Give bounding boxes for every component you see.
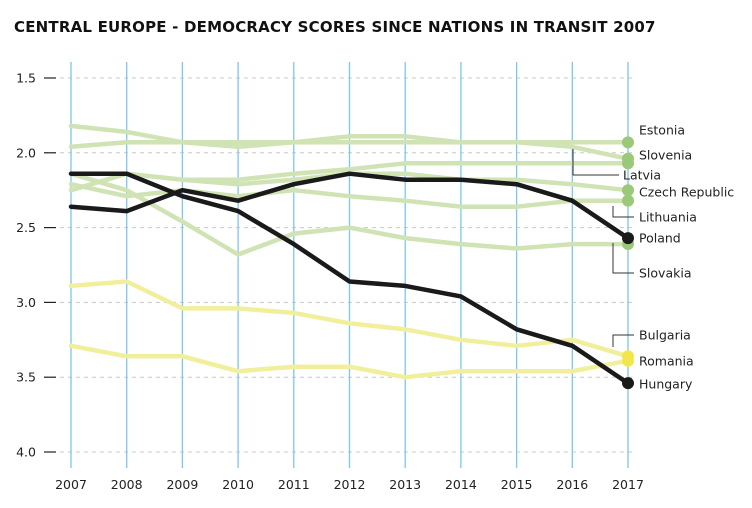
x-axis-tick-labels: 2007 2008 2009 2010 2011 2012 2013 2014 2015 2016… [55, 477, 644, 492]
x-tick-label: 2014 [445, 477, 477, 492]
x-tick-label: 2008 [111, 477, 143, 492]
series-line-hungary [68, 171, 631, 386]
series-label-lithuania: Lithuania [639, 210, 697, 225]
x-tick-label: 2007 [55, 477, 87, 492]
x-tick-label: 2010 [222, 477, 254, 492]
series-labels: Estonia Slovenia Latvia Czech Republic Lithu… [623, 123, 734, 392]
series-line-slovakia [68, 171, 631, 257]
x-tick-label: 2011 [278, 477, 310, 492]
end-marker-poland [622, 232, 634, 245]
series-label-slovenia: Slovenia [639, 148, 692, 163]
series-line-lithuania [68, 181, 631, 209]
y-tick-label: 2.5 [16, 220, 36, 235]
x-tick-label: 2016 [556, 477, 588, 492]
vertical-gridlines [70, 62, 629, 468]
series-label-czech-republic: Czech Republic [639, 185, 734, 200]
y-tick-label: 3.5 [16, 370, 36, 385]
end-marker-latvia [622, 157, 634, 170]
x-tick-label: 2009 [166, 477, 198, 492]
label-leader-lines [572, 149, 634, 347]
y-tick-label: 4.0 [16, 445, 36, 460]
leader-line-latvia [572, 149, 619, 176]
series-line-bulgaria [68, 279, 631, 359]
yellow-series-lines [68, 279, 631, 380]
leader-line-slovakia [612, 243, 634, 274]
leader-line-bulgaria [612, 334, 634, 347]
y-tick-label: 2.0 [16, 145, 36, 160]
end-point-markers [622, 136, 634, 390]
y-tick-label: 1.5 [16, 71, 36, 86]
end-marker-romania [622, 354, 634, 367]
x-tick-label: 2012 [334, 477, 366, 492]
series-label-hungary: Hungary [639, 377, 693, 392]
chart-title: CENTRAL EUROPE - DEMOCRACY SCORES SINCE … [14, 18, 656, 36]
end-marker-hungary [622, 377, 634, 390]
x-tick-label: 2017 [612, 477, 644, 492]
end-marker-estonia [622, 136, 634, 149]
series-line-slovenia [68, 123, 631, 162]
end-marker-czech-republic [622, 184, 634, 197]
series-label-estonia: Estonia [639, 123, 685, 138]
series-line-poland [68, 171, 631, 241]
end-marker-lithuania [622, 194, 634, 207]
series-label-latvia: Latvia [623, 168, 661, 183]
series-label-bulgaria: Bulgaria [639, 328, 691, 343]
y-axis-tick-labels: 1.5 2.0 2.5 3.0 3.5 4.0 [16, 71, 36, 460]
leader-line-lithuania [612, 206, 634, 218]
series-label-romania: Romania [639, 354, 694, 369]
dark-series-lines [68, 171, 631, 386]
series-line-romania [68, 343, 631, 380]
series-label-slovakia: Slovakia [639, 266, 691, 281]
x-tick-label: 2013 [389, 477, 421, 492]
y-tick-label: 3.0 [16, 295, 36, 310]
series-label-poland: Poland [639, 231, 681, 246]
x-tick-label: 2015 [501, 477, 533, 492]
